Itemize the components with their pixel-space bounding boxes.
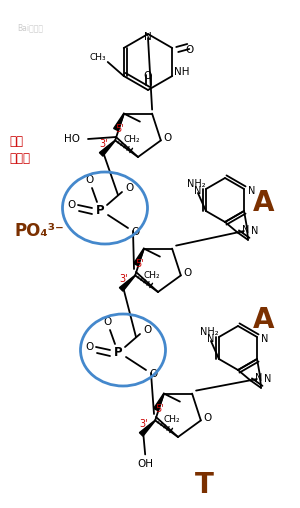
Text: 5': 5': [116, 124, 124, 134]
Text: CH₂: CH₂: [164, 416, 181, 425]
Text: N: N: [251, 226, 259, 236]
Text: HO: HO: [64, 134, 80, 144]
Polygon shape: [154, 394, 164, 410]
Text: O: O: [132, 227, 140, 237]
Text: O: O: [144, 71, 152, 81]
Text: OH: OH: [137, 459, 153, 469]
Polygon shape: [134, 248, 144, 266]
Text: CH₃: CH₃: [89, 53, 106, 62]
Text: P: P: [96, 204, 104, 216]
Text: N: N: [144, 32, 152, 42]
Text: O: O: [164, 134, 172, 143]
Text: N: N: [207, 334, 214, 344]
Text: O: O: [150, 369, 158, 379]
Text: 3': 3': [139, 420, 148, 429]
Text: T: T: [195, 471, 213, 499]
Text: O: O: [104, 317, 112, 327]
Text: PO₄³⁻: PO₄³⁻: [15, 222, 65, 240]
Text: O: O: [126, 183, 134, 193]
Text: O: O: [184, 268, 192, 278]
Text: O: O: [144, 325, 152, 335]
Text: 3': 3': [119, 274, 128, 284]
Text: 5': 5': [136, 259, 144, 269]
Text: N: N: [261, 334, 269, 344]
Text: N: N: [242, 226, 249, 235]
Text: N: N: [264, 374, 272, 384]
Text: P: P: [114, 345, 122, 359]
Text: O: O: [85, 342, 93, 352]
Text: NH: NH: [175, 67, 190, 77]
Text: 磷酸
二酯键: 磷酸 二酯键: [9, 135, 30, 165]
Text: A: A: [253, 306, 275, 334]
Text: O: O: [185, 45, 194, 55]
Text: 5': 5': [156, 404, 164, 414]
Text: A: A: [253, 189, 275, 217]
Text: NH₂: NH₂: [187, 179, 205, 189]
Text: O: O: [204, 414, 212, 423]
Polygon shape: [114, 113, 124, 131]
Text: N: N: [255, 373, 262, 384]
Polygon shape: [119, 275, 135, 291]
Text: NH₂: NH₂: [200, 327, 218, 337]
Text: CH₂: CH₂: [124, 136, 141, 144]
Text: N: N: [248, 186, 256, 196]
Polygon shape: [140, 420, 155, 436]
Polygon shape: [99, 140, 116, 156]
Text: O: O: [86, 175, 94, 185]
Text: Bai俗百科: Bai俗百科: [17, 23, 43, 33]
Text: N: N: [194, 186, 202, 196]
Text: CH₂: CH₂: [144, 270, 160, 279]
Text: 3': 3': [99, 139, 107, 149]
Text: O: O: [67, 200, 75, 210]
